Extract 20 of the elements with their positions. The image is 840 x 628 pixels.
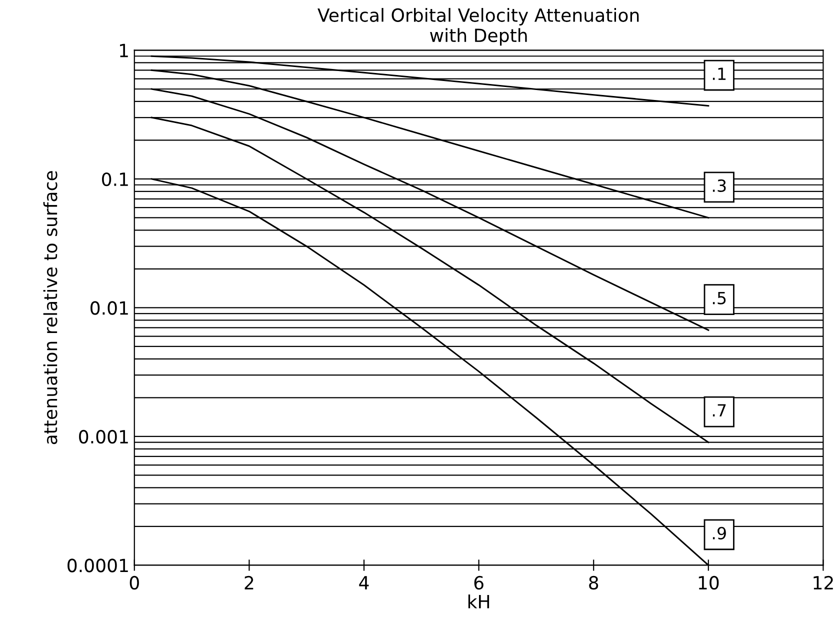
x-tick-label: 6 (474, 576, 484, 590)
series-label: .7 (712, 404, 726, 416)
x-tick-label: 12 (814, 576, 833, 590)
y-tick-label: 0.0001 (68, 558, 128, 572)
series-label: .1 (712, 68, 726, 80)
y-tick-label: 0.001 (79, 430, 128, 444)
x-tick-label: 10 (698, 576, 719, 590)
y-tick-label: 0.1 (102, 172, 128, 186)
x-tick-label: 2 (244, 576, 254, 590)
y-tick-label: 0.01 (90, 301, 128, 315)
series-label: .9 (712, 526, 726, 540)
series-label: .3 (712, 179, 726, 192)
y-axis-title: attenuation relative to surface (43, 171, 58, 444)
x-tick-label: 8 (589, 576, 598, 590)
series-label: .5 (712, 292, 726, 304)
x-axis-title: kH (468, 594, 490, 608)
chart-title: Vertical Orbital Velocity Attenuation with Depth (318, 8, 639, 46)
y-tick-label: 1 (120, 44, 128, 58)
x-tick-label: 4 (359, 576, 369, 590)
x-tick-label: 0 (130, 576, 139, 590)
